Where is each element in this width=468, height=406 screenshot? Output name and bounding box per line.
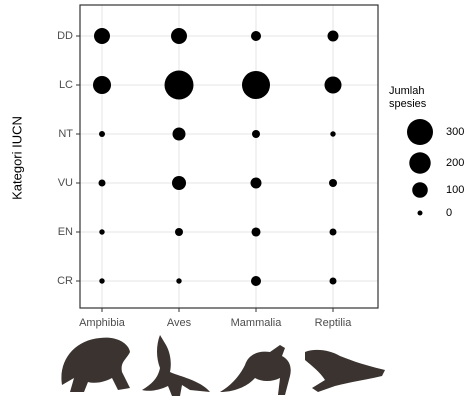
x-tick-label: Amphibia — [79, 317, 126, 329]
bubble — [329, 179, 337, 187]
x-tick-label: Reptilia — [315, 317, 353, 329]
frog — [61, 338, 130, 392]
bubble — [99, 229, 104, 234]
bubble — [99, 278, 104, 283]
bubble — [251, 31, 261, 41]
y-tick-label: LC — [59, 79, 73, 91]
x-tick-label: Mammalia — [231, 317, 283, 329]
kangaroo — [220, 345, 291, 395]
bubble — [99, 131, 105, 137]
bubble — [175, 228, 183, 236]
legend-label: 0 — [446, 207, 452, 219]
chart: Kategori IUCN Amphibia Aves Mammalia Reptil… — [0, 0, 468, 406]
bubble — [251, 276, 261, 286]
silhouettes — [61, 335, 385, 396]
bubble — [328, 31, 339, 42]
bubble — [173, 128, 186, 141]
bubble — [330, 229, 337, 236]
legend-key — [409, 152, 430, 173]
bubble — [242, 71, 270, 99]
bubble — [172, 176, 186, 190]
y-tick-label: VU — [58, 177, 73, 189]
legend-label: 200 — [446, 157, 464, 169]
bubble — [324, 76, 341, 93]
legend-key — [407, 119, 433, 145]
y-axis-label: Kategori IUCN — [9, 116, 24, 200]
bubble — [94, 28, 110, 44]
y-tick-label: DD — [57, 30, 73, 42]
y-tick-label: CR — [57, 275, 73, 287]
y-tick-label: NT — [58, 128, 73, 140]
bubble — [251, 227, 260, 236]
bubble — [176, 278, 181, 283]
lizard — [305, 350, 385, 392]
legend-key — [412, 182, 428, 198]
y-tick-label: EN — [58, 226, 73, 238]
legend-label: 100 — [446, 184, 464, 196]
bubble — [171, 28, 187, 44]
bubble — [99, 180, 106, 187]
bubble — [330, 131, 335, 136]
legend-title: Jumlah spesies — [389, 85, 449, 111]
bubble — [165, 71, 194, 100]
plot-panel — [80, 5, 378, 308]
x-tick-label: Aves — [167, 317, 192, 329]
bubble — [251, 178, 262, 189]
bubble — [93, 76, 111, 94]
cockatoo — [142, 335, 210, 396]
legend-key — [418, 211, 423, 216]
bubble — [330, 278, 337, 285]
page: Kategori IUCN Amphibia Aves Mammalia Reptil… — [0, 0, 468, 406]
bubble — [252, 130, 260, 138]
legend-label: 300 — [446, 126, 464, 138]
